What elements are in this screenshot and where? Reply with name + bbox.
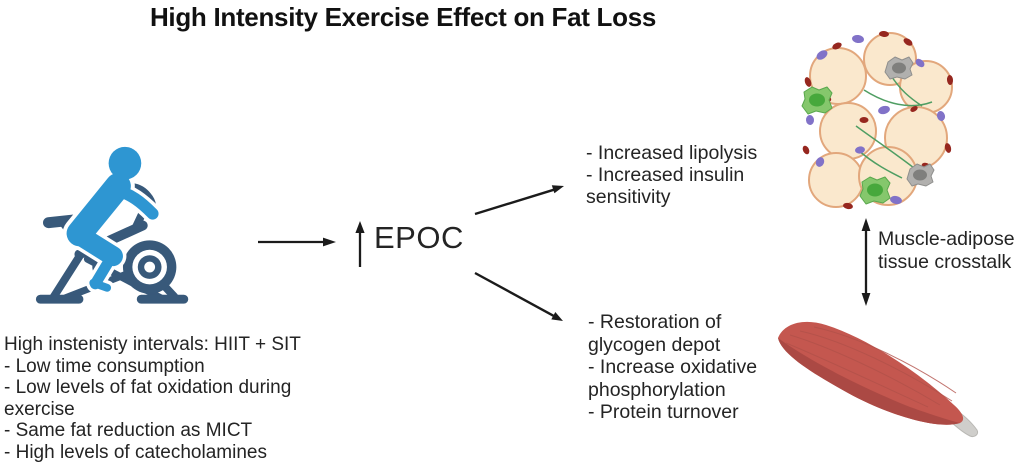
- double-headed-vertical-arrow-icon: [861, 218, 871, 306]
- spin-bike-cyclist-illustration: [35, 142, 189, 304]
- hiit-notes-block: High instenisty intervals: HIIT + SIT - …: [4, 334, 301, 463]
- adipose-effects-block: - Increased lipolysis - Increased insuli…: [586, 142, 757, 208]
- diagram-title: High Intensity Exercise Effect on Fat Lo…: [149, 2, 657, 32]
- crosstalk-line: tissue crosstalk: [878, 250, 1012, 273]
- purple-nuclei: [805, 34, 946, 205]
- up-right-arrow-icon: [474, 185, 564, 216]
- note-line: - Low time consumption: [4, 355, 205, 377]
- note-line: - Low levels of fat oxidation during: [4, 377, 292, 398]
- cyclist-icon: [66, 146, 159, 292]
- muscle-striations: [785, 326, 957, 408]
- adipocytes: [808, 32, 953, 208]
- effect-line: glycogen depot: [588, 333, 721, 356]
- note-line: - Same fat reduction as MICT: [4, 420, 253, 441]
- macrophage-nuclei: [809, 93, 883, 197]
- stromal-nuclei: [892, 62, 927, 181]
- note-line: High instenisty intervals: HIIT + SIT: [4, 334, 301, 355]
- right-arrow-icon: [258, 237, 336, 247]
- effect-line: phosphorylation: [588, 378, 726, 401]
- muscle-effects-block: - Restoration of glycogen depot - Increa…: [588, 311, 757, 424]
- effect-line: - Increased insulin: [586, 164, 745, 186]
- muscle-belly: [778, 321, 964, 425]
- up-arrow-icon: [355, 221, 365, 267]
- effect-line: - Increased lipolysis: [586, 142, 758, 164]
- epoc-label: EPOC: [374, 220, 464, 255]
- note-line: exercise: [4, 398, 75, 420]
- down-right-arrow-icon: [474, 271, 563, 321]
- skeletal-muscle-icon: [778, 321, 978, 437]
- effect-line: - Increase oxidative: [588, 356, 758, 378]
- effect-line: - Restoration of: [588, 311, 722, 333]
- green-fibers: [855, 73, 933, 179]
- effect-line: sensitivity: [586, 186, 671, 208]
- crosstalk-label: Muscle-adipose tissue crosstalk: [878, 228, 1015, 273]
- adipose-tissue-cells-icon: [801, 30, 954, 210]
- effect-line: - Protein turnover: [588, 401, 739, 423]
- crosstalk-line: Muscle-adipose: [878, 228, 1015, 250]
- note-line: - High levels of catecholamines: [4, 441, 267, 463]
